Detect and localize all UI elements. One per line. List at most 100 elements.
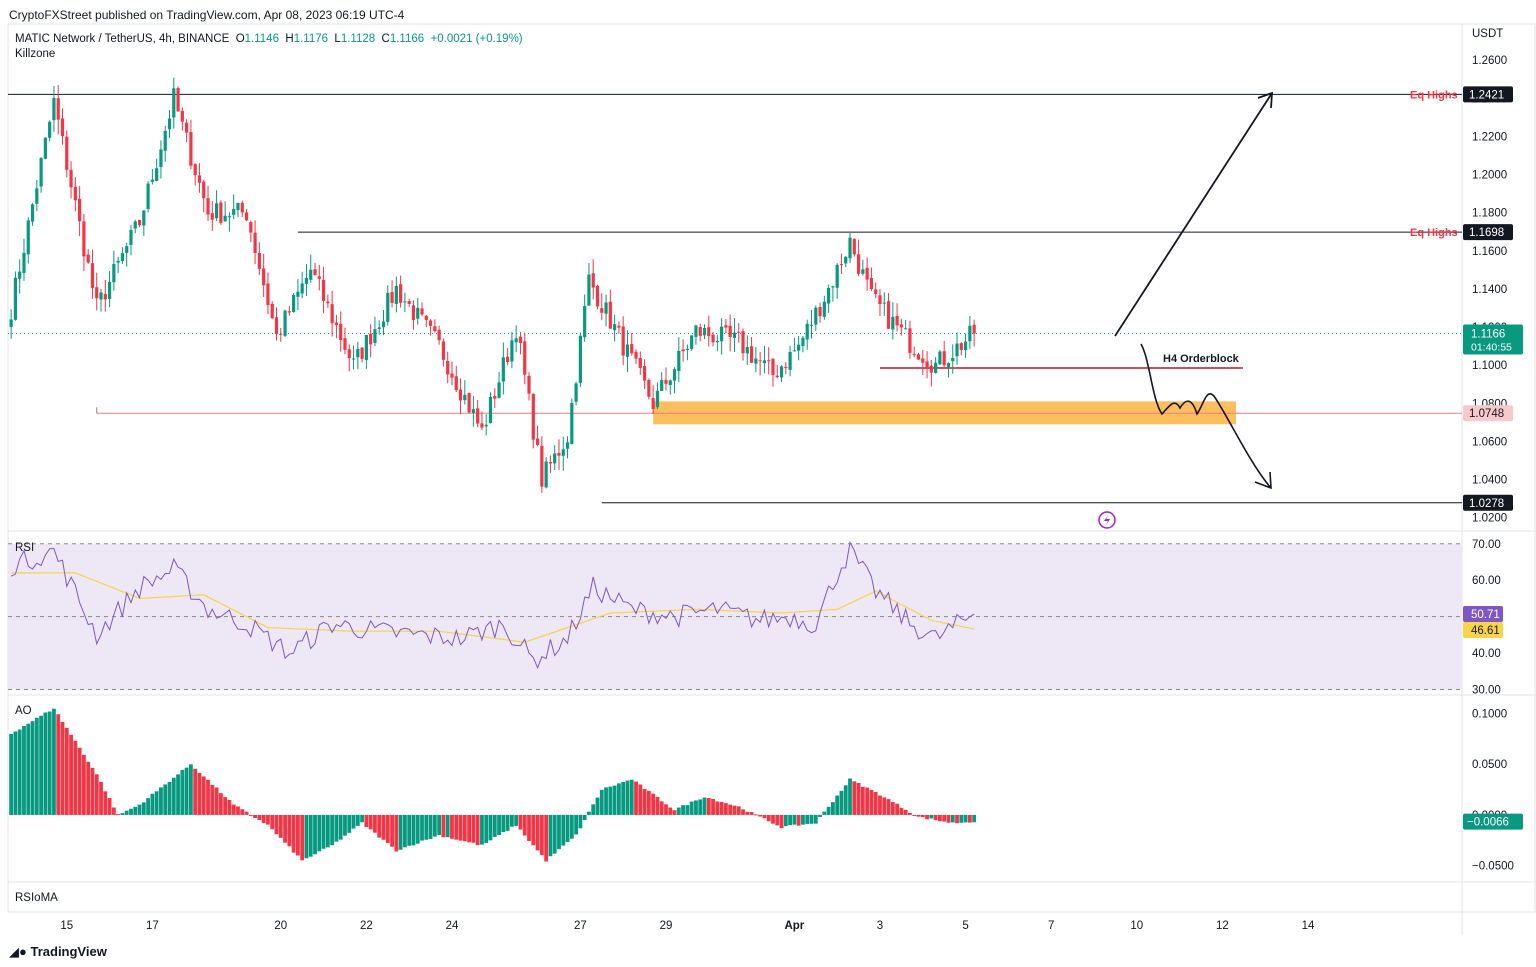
candle-body — [129, 229, 133, 245]
ao-bar — [642, 789, 647, 815]
candle-body — [296, 291, 300, 297]
rsi-tick-label: 40.00 — [1472, 648, 1501, 660]
ao-bar — [912, 814, 917, 816]
candle-body — [146, 183, 150, 209]
x-tick-label: Apr — [784, 920, 804, 932]
ao-bar — [775, 814, 780, 826]
ao-bar — [231, 804, 236, 815]
ao-bar — [638, 784, 643, 815]
ao-bar — [343, 814, 347, 836]
x-tick-label: 17 — [146, 920, 159, 932]
low-label: L — [334, 33, 341, 45]
candle-body — [339, 323, 343, 341]
candle-body — [908, 328, 912, 353]
chart-frame — [7, 23, 1536, 913]
candle-body — [394, 285, 398, 304]
candle-body — [856, 254, 861, 274]
ao-bar — [193, 768, 198, 815]
ao-bar — [706, 798, 711, 815]
ao-bar — [548, 814, 553, 857]
candle-body — [732, 332, 737, 338]
candle-body — [895, 315, 899, 326]
tradingview-logo[interactable]: ◢● TradingView — [9, 944, 107, 960]
ao-pane-label[interactable]: AO — [15, 705, 32, 717]
ao-bar — [103, 791, 108, 815]
indicator-label[interactable]: Killzone — [15, 48, 56, 60]
candle-body — [283, 310, 287, 336]
candle-body — [73, 186, 77, 201]
ao-bar — [612, 785, 617, 815]
ao-bar — [792, 814, 797, 825]
rsi-value-badge-bg — [1463, 606, 1503, 623]
ao-bar — [539, 814, 544, 856]
rsi-pane-label[interactable]: RSI — [15, 542, 35, 554]
ao-bar — [813, 814, 818, 824]
ao-bar — [355, 814, 360, 826]
ao-bar — [492, 814, 497, 837]
level-badge: 1.0748 — [1469, 408, 1504, 420]
candle-body — [240, 202, 244, 213]
ao-bar — [818, 814, 822, 817]
candle-body — [364, 335, 368, 360]
candle-body — [262, 268, 266, 286]
candle-body — [510, 340, 514, 362]
ao-bar — [848, 778, 852, 815]
x-tick-label: 27 — [574, 920, 587, 932]
candle-body — [929, 365, 933, 373]
candle-body — [720, 326, 724, 342]
rsioma-pane-label[interactable]: RSIoMA — [15, 892, 58, 904]
candle-body — [189, 132, 193, 166]
ao-bar — [668, 807, 673, 815]
ao-bar — [99, 781, 103, 815]
candle-body — [227, 216, 232, 218]
price-tick-label: 1.2200 — [1472, 131, 1507, 143]
level-badge: 1.2421 — [1469, 89, 1504, 101]
high-value: 1.1176 — [293, 33, 329, 45]
candle-body — [595, 285, 600, 307]
ao-bar — [403, 814, 407, 848]
candle-body — [60, 118, 65, 137]
ao-bar — [886, 799, 891, 815]
ao-bar — [69, 734, 73, 815]
candle-body — [548, 462, 553, 464]
ao-bar — [908, 812, 912, 815]
candle-body — [835, 264, 839, 288]
candle-body — [356, 348, 360, 358]
candle-body — [236, 202, 240, 211]
current-price-badge-bg — [1463, 324, 1523, 355]
ao-bar — [304, 814, 309, 859]
ao-bar — [574, 814, 578, 835]
candle-body — [424, 315, 428, 321]
candle-body — [934, 362, 938, 374]
ao-bar — [381, 814, 386, 840]
ao-bar — [659, 801, 664, 815]
candle-body — [972, 324, 976, 334]
candle-body — [775, 375, 779, 378]
candle-body — [403, 301, 407, 303]
candle-body — [767, 360, 771, 362]
candle-body — [621, 326, 625, 356]
candle-body — [163, 130, 167, 151]
ao-bar — [467, 814, 471, 843]
candle-body — [604, 302, 608, 314]
ao-bar — [843, 785, 848, 815]
ao-bar — [963, 814, 968, 823]
candle-body — [292, 294, 296, 313]
ao-bar — [890, 802, 895, 815]
ao-bar — [903, 809, 908, 815]
ao-bar — [325, 814, 330, 848]
candle-body — [279, 333, 283, 335]
ao-bar — [582, 814, 587, 821]
candle-body — [257, 253, 261, 269]
logo-text: TradingView — [30, 944, 107, 959]
ao-bar — [882, 797, 887, 815]
ao-bar — [955, 814, 959, 824]
candle-body — [801, 337, 805, 347]
ao-bar — [531, 814, 536, 846]
candle-body — [959, 343, 963, 350]
ao-bar — [56, 714, 61, 815]
candle-body — [18, 271, 22, 279]
candle-body — [317, 276, 321, 279]
ao-bar — [137, 804, 142, 815]
